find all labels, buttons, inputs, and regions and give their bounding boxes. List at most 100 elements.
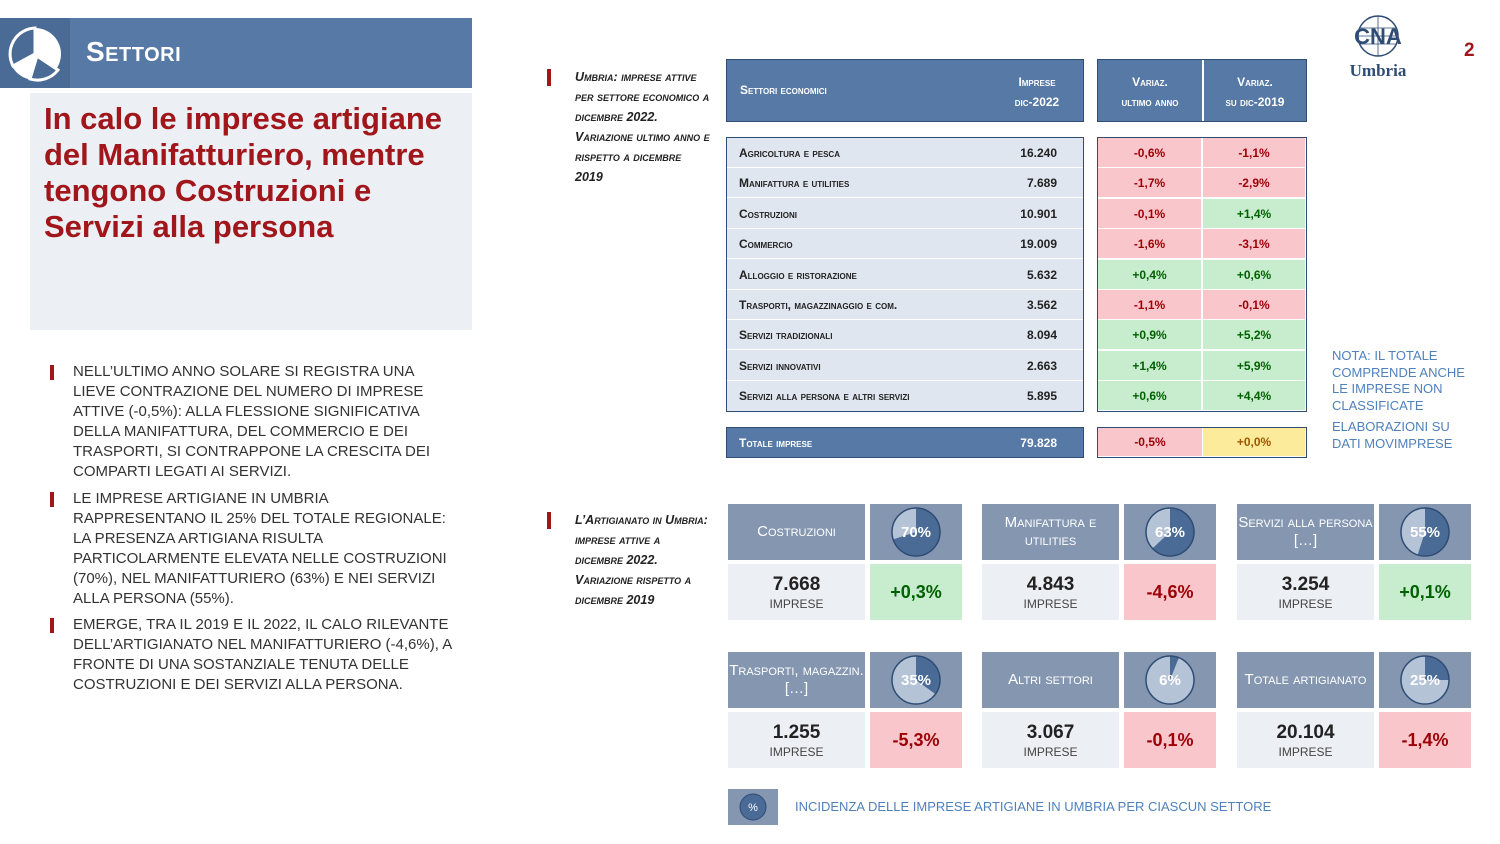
card-variation: -5,3%	[870, 712, 962, 768]
sector-card: Costruzioni 70% 7.668 imprese +0,3%	[728, 504, 962, 620]
row-sector-label: Trasporti, magazzinaggio e com.	[739, 298, 898, 312]
svg-text:63%: 63%	[1155, 524, 1185, 541]
legend-swatch: %	[728, 789, 778, 825]
bullet-marker	[50, 365, 54, 380]
row-var-year: +0,9%	[1098, 320, 1201, 351]
row-var-2019: +0,6%	[1202, 259, 1305, 290]
row-sector-label: Manifattura e utilities	[739, 176, 850, 191]
total-variation-row: -0,5% +0,0%	[1097, 427, 1307, 458]
table-row: Servizi alla persona e altri servizi 5.89…	[727, 381, 1083, 411]
card-unit: imprese	[1023, 597, 1078, 611]
pie-chart-icon	[8, 26, 61, 82]
sector-card: Totale artigianato 25% 20.104 imprese -1,4%	[1237, 652, 1471, 768]
card-variation: -4,6%	[1124, 564, 1216, 620]
header-sector-label: Settori economici	[740, 83, 827, 97]
share-pie-icon: 25%	[1400, 655, 1450, 705]
card-count-cell: 3.254 imprese	[1237, 564, 1374, 620]
total-row: Totale imprese 79.828	[726, 427, 1084, 458]
table-header-sectors: Settori economici Imprese dic-2022	[726, 59, 1084, 122]
row-var-year: +0,6%	[1098, 381, 1201, 412]
card-count: 1.255	[772, 722, 821, 743]
share-pie-icon: 63%	[1145, 507, 1195, 557]
cna-logo: CNA Umbria	[1340, 12, 1416, 81]
sector-card: Servizi alla persona […] 55% 3.254 imprese +…	[1237, 504, 1471, 620]
table-row: Trasporti, magazzinaggio e com. 3.562	[727, 290, 1083, 320]
bullet-1: Nell’ultimo anno solare si registra una …	[50, 362, 450, 484]
section-header-bar	[0, 18, 472, 88]
share-pie-icon: 35%	[891, 655, 941, 705]
table-row: Commercio 19.009	[727, 229, 1083, 260]
total-label: Totale imprese	[739, 436, 813, 450]
row-var-year: -1,7%	[1098, 168, 1201, 199]
card-variation: -1,4%	[1379, 712, 1471, 768]
variation-table-body: -0,6% -1,1% -1,7% -2,9% -0,1% +1,4% -1,6% -3,1%…	[1097, 137, 1307, 412]
row-firms-value: 19.009	[1020, 237, 1057, 252]
bullet-2: Le imprese artigiane in Umbria rappresen…	[50, 489, 450, 611]
card-title: Servizi alla persona […]	[1237, 504, 1374, 560]
card-unit: imprese	[1278, 597, 1333, 611]
legend-pie-icon: %	[739, 793, 767, 821]
card-unit: imprese	[769, 597, 824, 611]
total-var-year: -0,5%	[1098, 428, 1202, 456]
bullet-3: Emerge, tra il 2019 e il 2022, il calo r…	[50, 615, 451, 717]
card-unit: imprese	[1278, 745, 1333, 759]
sector-card: Manifattura e utilities 63% 4.843 imprese -4…	[982, 504, 1216, 620]
table-row: Alloggio e ristorazione 5.632	[727, 260, 1083, 290]
card-variation: +0,3%	[870, 564, 962, 620]
row-sector-label: Servizi innovativi	[739, 358, 821, 373]
card-unit: imprese	[769, 745, 824, 759]
card-share-cell: 63%	[1124, 504, 1216, 560]
row-sector-label: Servizi alla persona e altri servizi	[739, 389, 910, 404]
card-title: Costruzioni	[728, 504, 865, 560]
row-firms-value: 5.895	[1026, 389, 1057, 404]
share-pie-icon: 6%	[1145, 655, 1195, 705]
card-count-cell: 7.668 imprese	[728, 564, 865, 620]
card-share-cell: 6%	[1124, 652, 1216, 708]
row-firms-value: 10.901	[1020, 206, 1057, 221]
card-share-cell: 70%	[870, 504, 962, 560]
row-var-year: -0,1%	[1098, 198, 1201, 229]
svg-text:55%: 55%	[1410, 524, 1440, 541]
row-var-year: +1,4%	[1098, 350, 1201, 381]
bullet-marker	[50, 618, 54, 633]
card-share-cell: 25%	[1379, 652, 1471, 708]
card-unit: imprese	[1023, 745, 1078, 759]
row-sector-label: Agricoltura e pesca	[739, 146, 840, 160]
row-var-2019: +5,9%	[1202, 350, 1305, 381]
table-row: Servizi innovativi 2.663	[727, 351, 1083, 381]
card-variation: -0,1%	[1124, 712, 1216, 768]
row-firms-value: 7.689	[1026, 176, 1057, 191]
bullet-marker	[50, 492, 54, 507]
card-count-cell: 3.067 imprese	[982, 712, 1119, 768]
row-var-year: -1,6%	[1098, 229, 1201, 260]
row-firms-value: 5.632	[1026, 267, 1057, 282]
cna-logo-mark: CNA	[1354, 15, 1402, 57]
row-sector-label: Alloggio e ristorazione	[739, 267, 857, 282]
cards-side-note: L’Artigianato in Umbria: imprese attive …	[575, 513, 708, 607]
header-var-2019-label: Variaz. su dic-2019	[1225, 75, 1285, 109]
row-firms-value: 3.562	[1026, 298, 1057, 312]
row-sector-label: Servizi tradizionali	[739, 328, 833, 343]
row-var-2019: +4,4%	[1202, 381, 1305, 412]
table-row: Servizi tradizionali 8.094	[727, 320, 1083, 351]
card-title: Manifattura e utilities	[982, 504, 1119, 560]
share-pie-icon: 70%	[891, 507, 941, 557]
row-firms-value: 2.663	[1026, 358, 1057, 373]
card-count: 20.104	[1276, 722, 1335, 743]
card-count: 3.254	[1281, 574, 1330, 595]
card-count-cell: 1.255 imprese	[728, 712, 865, 768]
row-sector-label: Commercio	[739, 237, 793, 252]
note-total: Nota: il totale comprende anche le impre…	[1332, 348, 1465, 413]
card-count-cell: 20.104 imprese	[1237, 712, 1374, 768]
row-var-2019: -2,9%	[1202, 168, 1305, 199]
section-icon-box	[0, 18, 70, 88]
card-title: Totale artigianato	[1237, 652, 1374, 708]
svg-text:CNA: CNA	[1354, 24, 1402, 49]
svg-text:35%: 35%	[901, 672, 931, 689]
row-var-year: +0,4%	[1098, 259, 1201, 290]
svg-text:6%: 6%	[1159, 672, 1181, 689]
note-source: Elaborazioni su dati Movimprese	[1332, 419, 1453, 451]
card-count-cell: 4.843 imprese	[982, 564, 1119, 620]
sector-table-body: Agricoltura e pesca 16.240 Manifattura e u…	[726, 137, 1084, 412]
bullet-text: Nell’ultimo anno solare si registra una …	[73, 363, 431, 480]
